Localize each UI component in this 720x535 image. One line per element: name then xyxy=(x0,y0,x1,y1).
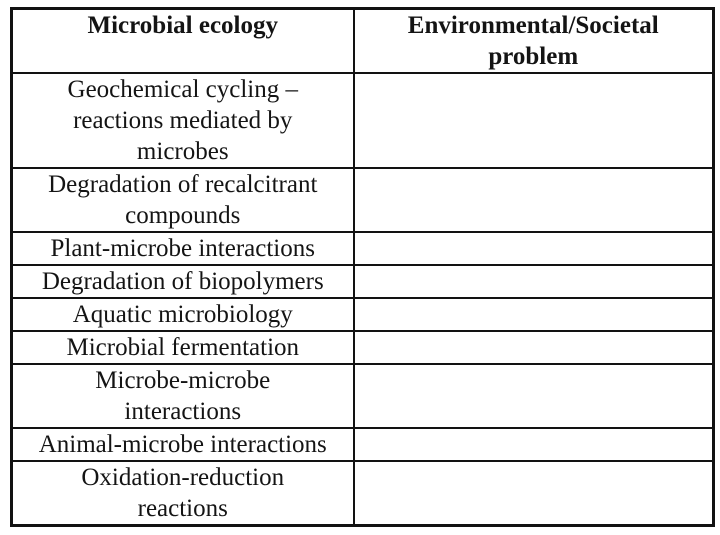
table-row: Animal-microbe interactions xyxy=(10,427,715,462)
cell-ecology-microbe-microbe: Microbe-microbe interactions xyxy=(10,363,355,429)
cell-ecology-degradation-biopolymers: Degradation of biopolymers xyxy=(10,264,355,299)
microbial-ecology-table: Microbial ecology Environmental/Societal… xyxy=(10,7,715,527)
cell-problem-empty xyxy=(352,297,715,332)
table-row: Degradation of recalcitrant compounds xyxy=(10,167,715,233)
cell-ecology-plant-microbe: Plant-microbe interactions xyxy=(10,231,355,266)
cell-ecology-animal-microbe: Animal-microbe interactions xyxy=(10,427,355,462)
cell-problem-empty xyxy=(352,427,715,462)
cell-problem-empty xyxy=(352,363,715,429)
table-row: Aquatic microbiology xyxy=(10,297,715,332)
table-row: Plant-microbe interactions xyxy=(10,231,715,266)
table-row: Microbial fermentation xyxy=(10,330,715,365)
cell-problem-empty xyxy=(352,330,715,365)
table-row: Geochemical cycling – reactions mediated… xyxy=(10,72,715,169)
cell-problem-empty xyxy=(352,460,715,527)
cell-ecology-geochemical-cycling: Geochemical cycling – reactions mediated… xyxy=(10,72,355,169)
header-microbial-ecology: Microbial ecology xyxy=(10,7,355,74)
cell-problem-empty xyxy=(352,167,715,233)
table-row: Microbe-microbe interactions xyxy=(10,363,715,429)
cell-ecology-oxidation-reduction: Oxidation-reduction reactions xyxy=(10,460,355,527)
cell-ecology-microbial-fermentation: Microbial fermentation xyxy=(10,330,355,365)
table-row: Degradation of biopolymers xyxy=(10,264,715,299)
table-header-row: Microbial ecology Environmental/Societal… xyxy=(10,7,715,74)
cell-ecology-aquatic-microbiology: Aquatic microbiology xyxy=(10,297,355,332)
table-row: Oxidation-reduction reactions xyxy=(10,460,715,527)
header-environmental-societal-problem: Environmental/Societal problem xyxy=(352,7,715,74)
cell-problem-empty xyxy=(352,72,715,169)
cell-ecology-degradation-recalcitrant: Degradation of recalcitrant compounds xyxy=(10,167,355,233)
cell-problem-empty xyxy=(352,231,715,266)
cell-problem-empty xyxy=(352,264,715,299)
